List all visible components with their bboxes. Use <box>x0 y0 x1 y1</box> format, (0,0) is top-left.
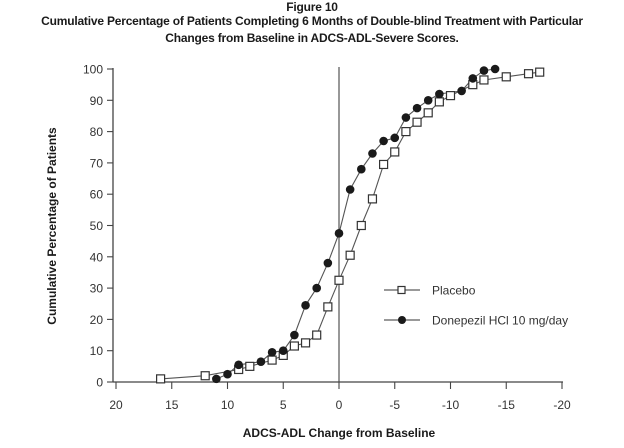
y-tick-label: 100 <box>83 63 103 77</box>
donepezil-point <box>345 185 355 194</box>
x-tick-label: -5 <box>389 398 400 412</box>
figure-label: Figure 10 <box>286 0 338 14</box>
series-layer <box>156 64 545 384</box>
chart-title-line2: Changes from Baseline in ADCS-ADL-Severe… <box>165 31 459 45</box>
placebo-point <box>401 126 411 137</box>
donepezil-point <box>212 374 221 384</box>
placebo-point <box>245 361 255 371</box>
legend-marker-square <box>397 285 406 295</box>
placebo-point <box>323 302 333 312</box>
y-tick-label: 70 <box>90 156 104 170</box>
donepezil-point <box>423 96 433 105</box>
y-tick-label: 10 <box>90 344 104 358</box>
donepezil-point <box>412 103 422 113</box>
donepezil-point <box>379 136 388 146</box>
donepezil-point <box>301 301 310 310</box>
donepezil-point <box>256 357 266 366</box>
x-tick-label: 0 <box>336 398 343 412</box>
chart-title-line1: Cumulative Percentage of Patients Comple… <box>41 14 583 28</box>
series-line-donepezil <box>216 68 496 380</box>
donepezil-point <box>457 86 466 96</box>
donepezil-point <box>357 164 366 174</box>
donepezil-point <box>278 346 288 356</box>
x-tick-label: -20 <box>553 398 571 412</box>
x-tick-label: 15 <box>165 398 179 412</box>
y-axis-title: Cumulative Percentage of Patients <box>45 127 59 325</box>
y-tick-label: 20 <box>90 313 104 327</box>
placebo-point <box>356 220 366 231</box>
y-tick-label: 80 <box>90 125 104 139</box>
placebo-point <box>200 371 210 381</box>
donepezil-point <box>267 347 277 357</box>
placebo-point <box>423 108 433 118</box>
placebo-point <box>479 75 489 85</box>
legend: Placebo Donepezil HCl 10 mg/day <box>384 284 568 328</box>
donepezil-point <box>479 66 489 75</box>
placebo-point <box>379 159 389 170</box>
placebo-point <box>267 355 277 365</box>
placebo-point <box>501 72 511 82</box>
legend-label: Donepezil HCl 10 mg/day <box>432 314 568 328</box>
donepezil-point <box>334 229 344 238</box>
y-tick-label: 90 <box>90 94 104 108</box>
donepezil-point <box>468 74 478 83</box>
x-tick-label: 10 <box>221 398 235 412</box>
placebo-point <box>434 97 444 107</box>
placebo-point <box>445 91 456 101</box>
placebo-point <box>289 341 299 351</box>
y-tick-label: 60 <box>90 188 104 202</box>
donepezil-point <box>223 369 232 379</box>
placebo-point <box>367 194 378 204</box>
placebo-point <box>412 117 422 127</box>
placebo-point <box>156 374 166 384</box>
donepezil-point <box>435 89 444 99</box>
placebo-point <box>300 338 311 348</box>
series-line-placebo <box>160 71 540 380</box>
x-tick-label: 20 <box>109 398 123 412</box>
donepezil-point <box>390 133 400 143</box>
x-tick-label: -15 <box>498 398 516 412</box>
donepezil-point <box>490 64 500 74</box>
legend-marker-circle <box>398 316 406 324</box>
placebo-point <box>312 330 322 340</box>
donepezil-point <box>368 149 377 158</box>
legend-label: Placebo <box>432 284 476 298</box>
donepezil-point <box>401 113 411 122</box>
y-tick-label: 30 <box>90 282 104 296</box>
x-axis-title: ADCS-ADL Change from Baseline <box>243 426 436 440</box>
donepezil-point <box>323 258 333 268</box>
y-tick-label: 40 <box>90 250 104 264</box>
placebo-point <box>390 147 400 157</box>
donepezil-point <box>312 283 322 293</box>
donepezil-point <box>234 360 243 370</box>
x-tick-label: 5 <box>280 398 287 412</box>
placebo-point <box>523 69 534 79</box>
x-tick-label: -10 <box>442 398 460 412</box>
y-tick-label: 0 <box>96 376 103 390</box>
placebo-point <box>345 250 355 260</box>
placebo-point <box>535 67 545 77</box>
placebo-point <box>334 275 344 285</box>
donepezil-point <box>290 330 299 340</box>
y-tick-label: 50 <box>90 219 104 233</box>
